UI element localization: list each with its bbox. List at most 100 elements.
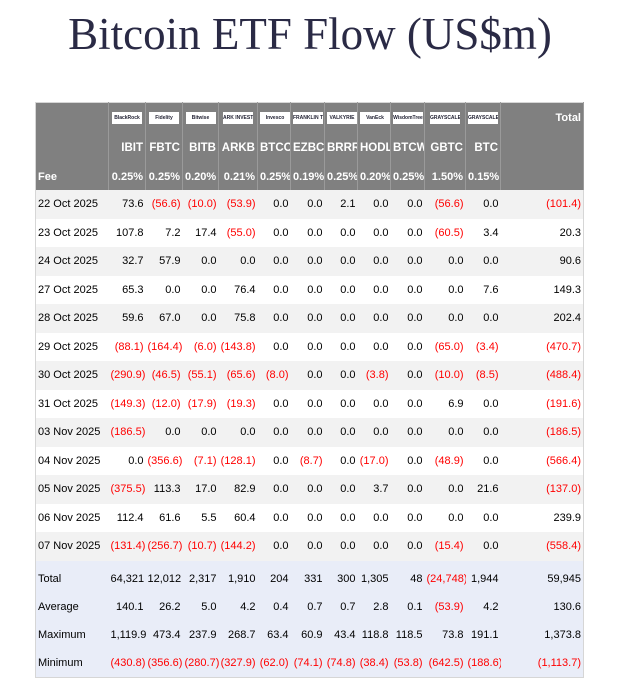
flow-cell: 65.3 bbox=[108, 275, 146, 304]
flow-cell: 0.0 bbox=[324, 304, 358, 333]
issuer-logo-cell: FRANKLIN TEMPLETON bbox=[290, 102, 325, 133]
flow-cell: 7.2 bbox=[145, 218, 183, 247]
flow-cell: 0.0 bbox=[290, 247, 325, 276]
summary-value: (1,113.7) bbox=[500, 648, 584, 677]
summary-label: Average bbox=[35, 592, 109, 621]
flow-cell: (60.5) bbox=[424, 218, 466, 247]
flow-cell: 76.4 bbox=[218, 275, 258, 304]
summary-value: 48 bbox=[390, 560, 425, 593]
summary-value: 43.4 bbox=[324, 620, 358, 649]
date-cell: 29 Oct 2025 bbox=[35, 332, 109, 361]
flow-cell: (10.0) bbox=[182, 190, 219, 219]
ticker-header: ARKB bbox=[218, 133, 258, 163]
table-row: 24 Oct 2025 32.7 57.9 0.0 0.0 0.0 0.0 0.0 0.0 0.0… bbox=[35, 247, 584, 276]
summary-value: 118.5 bbox=[390, 620, 425, 649]
flow-cell: (3.8) bbox=[357, 361, 391, 390]
flow-cell: 0.0 bbox=[424, 418, 466, 447]
flow-cell: 0.0 bbox=[257, 418, 291, 447]
flow-cell: 0.0 bbox=[290, 532, 325, 561]
flow-cell: (3.4) bbox=[465, 332, 501, 361]
flow-cell: (55.0) bbox=[218, 218, 258, 247]
date-cell: 31 Oct 2025 bbox=[35, 389, 109, 418]
empty-cell bbox=[500, 163, 584, 190]
summary-value: 1,373.8 bbox=[500, 620, 584, 649]
fee-label: Fee bbox=[35, 163, 109, 190]
flow-cell: 0.0 bbox=[357, 332, 391, 361]
fee-value: 0.25% bbox=[108, 163, 146, 190]
ticker-header: IBIT bbox=[108, 133, 146, 163]
flow-cell: 0.0 bbox=[390, 275, 425, 304]
flow-cell: 112.4 bbox=[108, 503, 146, 532]
ticker-header: BTCO bbox=[257, 133, 291, 163]
flow-cell: 0.0 bbox=[424, 247, 466, 276]
flow-cell: 0.0 bbox=[357, 247, 391, 276]
issuer-logo: VanEck bbox=[360, 112, 390, 125]
issuer-logo-cell: VALKYRIE bbox=[324, 102, 358, 133]
flow-cell: 75.8 bbox=[218, 304, 258, 333]
fee-value: 0.20% bbox=[357, 163, 391, 190]
flow-cell: (48.9) bbox=[424, 446, 466, 475]
flow-cell: (7.1) bbox=[182, 446, 219, 475]
summary-value: (327.9) bbox=[218, 648, 258, 677]
flow-cell: (149.3) bbox=[108, 389, 146, 418]
table-row: 03 Nov 2025 (186.5) 0.0 0.0 0.0 0.0 0.0 0.0 0.0 0… bbox=[35, 418, 584, 447]
flow-cell: (56.6) bbox=[145, 190, 183, 219]
row-total-cell: 202.4 bbox=[500, 304, 584, 333]
flow-cell: 0.0 bbox=[324, 218, 358, 247]
flow-cell: (10.0) bbox=[424, 361, 466, 390]
issuer-logo-cell: VanEck bbox=[357, 102, 391, 133]
flow-cell: (290.9) bbox=[108, 361, 146, 390]
etf-flow-table: BlackRock Fidelity Bitwise ARK INVEST Invesc… bbox=[35, 102, 584, 678]
fee-value: 0.25% bbox=[257, 163, 291, 190]
summary-label: Minimum bbox=[35, 648, 109, 677]
summary-row-total: Total 64,321 12,012 2,317 1,910 204 331 300 1,30… bbox=[35, 560, 584, 593]
summary-value: (430.8) bbox=[108, 648, 146, 677]
flow-cell: 113.3 bbox=[145, 475, 183, 504]
flow-cell: 0.0 bbox=[357, 418, 391, 447]
summary-value: 60.9 bbox=[290, 620, 325, 649]
summary-row-average: Average 140.1 26.2 5.0 4.2 0.4 0.7 0.7 2.8 0.1 (53… bbox=[35, 592, 584, 621]
flow-cell: 0.0 bbox=[290, 503, 325, 532]
ticker-row: IBIT FBTC BITB ARKB BTCO EZBC BRRR HODL BTCW GBTC… bbox=[35, 133, 584, 163]
flow-cell: 0.0 bbox=[390, 304, 425, 333]
issuer-logo: BlackRock bbox=[112, 112, 142, 125]
flow-cell: 0.0 bbox=[145, 275, 183, 304]
flow-cell: 82.9 bbox=[218, 475, 258, 504]
flow-cell: 0.0 bbox=[257, 275, 291, 304]
flow-cell: 0.0 bbox=[324, 475, 358, 504]
flow-cell: 0.0 bbox=[324, 361, 358, 390]
flow-cell: (53.9) bbox=[218, 190, 258, 219]
issuer-logo: ARK INVEST bbox=[223, 112, 253, 125]
ticker-header: EZBC bbox=[290, 133, 325, 163]
flow-cell: 0.0 bbox=[390, 332, 425, 361]
flow-cell: (128.1) bbox=[218, 446, 258, 475]
flow-cell: 0.0 bbox=[465, 190, 501, 219]
flow-cell: (356.6) bbox=[145, 446, 183, 475]
flow-cell: 32.7 bbox=[108, 247, 146, 276]
flow-cell: 0.0 bbox=[424, 304, 466, 333]
row-total-cell: (566.4) bbox=[500, 446, 584, 475]
flow-cell: 59.6 bbox=[108, 304, 146, 333]
issuer-logo-cell: GRAYSCALE bbox=[424, 102, 466, 133]
flow-cell: 57.9 bbox=[145, 247, 183, 276]
flow-cell: 7.6 bbox=[465, 275, 501, 304]
issuer-logo: Bitwise bbox=[185, 112, 216, 125]
summary-value: (356.6) bbox=[145, 648, 183, 677]
flow-cell: 0.0 bbox=[465, 418, 501, 447]
flow-cell: (55.1) bbox=[182, 361, 219, 390]
summary-value: 5.0 bbox=[182, 592, 219, 621]
summary-value: (53.8) bbox=[390, 648, 425, 677]
summary-value: 140.1 bbox=[108, 592, 146, 621]
summary-value: (53.9) bbox=[424, 592, 466, 621]
summary-value: 118.8 bbox=[357, 620, 391, 649]
flow-cell: 0.0 bbox=[324, 446, 358, 475]
issuer-logo-cell: GRAYSCALE bbox=[465, 102, 501, 133]
flow-cell: 0.0 bbox=[182, 304, 219, 333]
flow-cell: 0.0 bbox=[357, 532, 391, 561]
flow-cell: 0.0 bbox=[290, 475, 325, 504]
flow-cell: 0.0 bbox=[465, 503, 501, 532]
summary-value: 26.2 bbox=[145, 592, 183, 621]
flow-cell: 21.6 bbox=[465, 475, 501, 504]
flow-cell: 5.5 bbox=[182, 503, 219, 532]
fee-row: Fee 0.25% 0.25% 0.20% 0.21% 0.25% 0.19% 0.25% 0.… bbox=[35, 163, 584, 190]
